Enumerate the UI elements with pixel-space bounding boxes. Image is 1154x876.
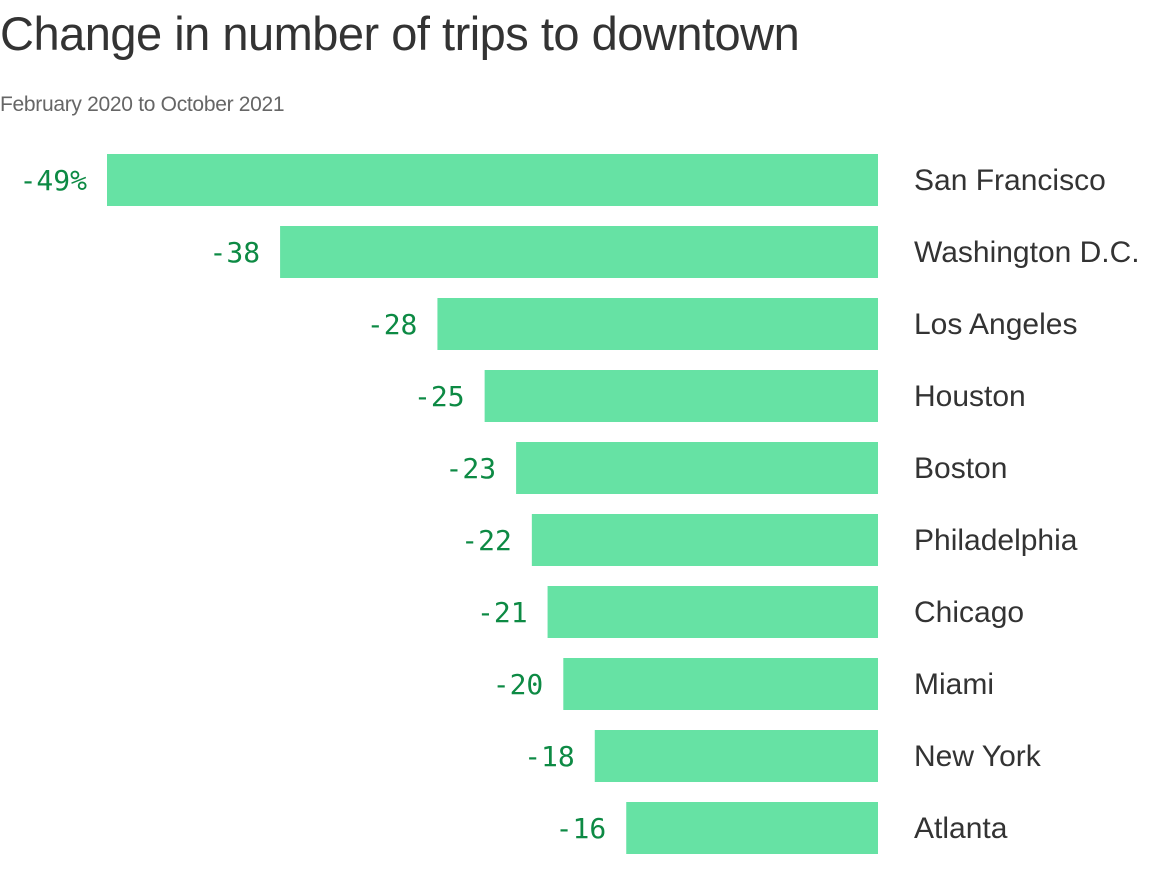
bar-washington-d-c-	[280, 226, 878, 278]
value-label: -21	[477, 596, 528, 629]
value-label: -49%	[20, 164, 88, 197]
value-label: -20	[493, 668, 544, 701]
value-label: -16	[556, 812, 607, 845]
bar-miami	[563, 658, 878, 710]
category-label: San Francisco	[914, 164, 1106, 197]
bar-boston	[516, 442, 878, 494]
category-label: New York	[914, 740, 1042, 773]
chart-subtitle: February 2020 to October 2021	[0, 93, 285, 116]
bar-san-francisco	[107, 154, 878, 206]
bar-houston	[484, 370, 878, 422]
bar-philadelphia	[531, 514, 878, 566]
category-label: Miami	[914, 668, 994, 701]
bar-atlanta	[626, 802, 878, 854]
bar-los-angeles	[437, 298, 878, 350]
value-label: -28	[367, 308, 418, 341]
bar-new-york	[594, 730, 878, 782]
chart-title: Change in number of trips to downtown	[0, 7, 800, 60]
value-label: -22	[461, 524, 512, 557]
value-label: -18	[524, 740, 575, 773]
bar-chicago	[547, 586, 878, 638]
category-label: Los Angeles	[914, 308, 1077, 341]
category-label: Houston	[914, 380, 1026, 413]
value-label: -25	[414, 380, 465, 413]
category-label: Chicago	[914, 596, 1024, 629]
value-label: -38	[210, 236, 261, 269]
category-label: Philadelphia	[914, 524, 1078, 557]
category-label: Washington D.C.	[914, 236, 1140, 269]
category-label: Boston	[914, 452, 1007, 485]
category-label: Atlanta	[914, 812, 1008, 845]
value-label: -23	[446, 452, 497, 485]
